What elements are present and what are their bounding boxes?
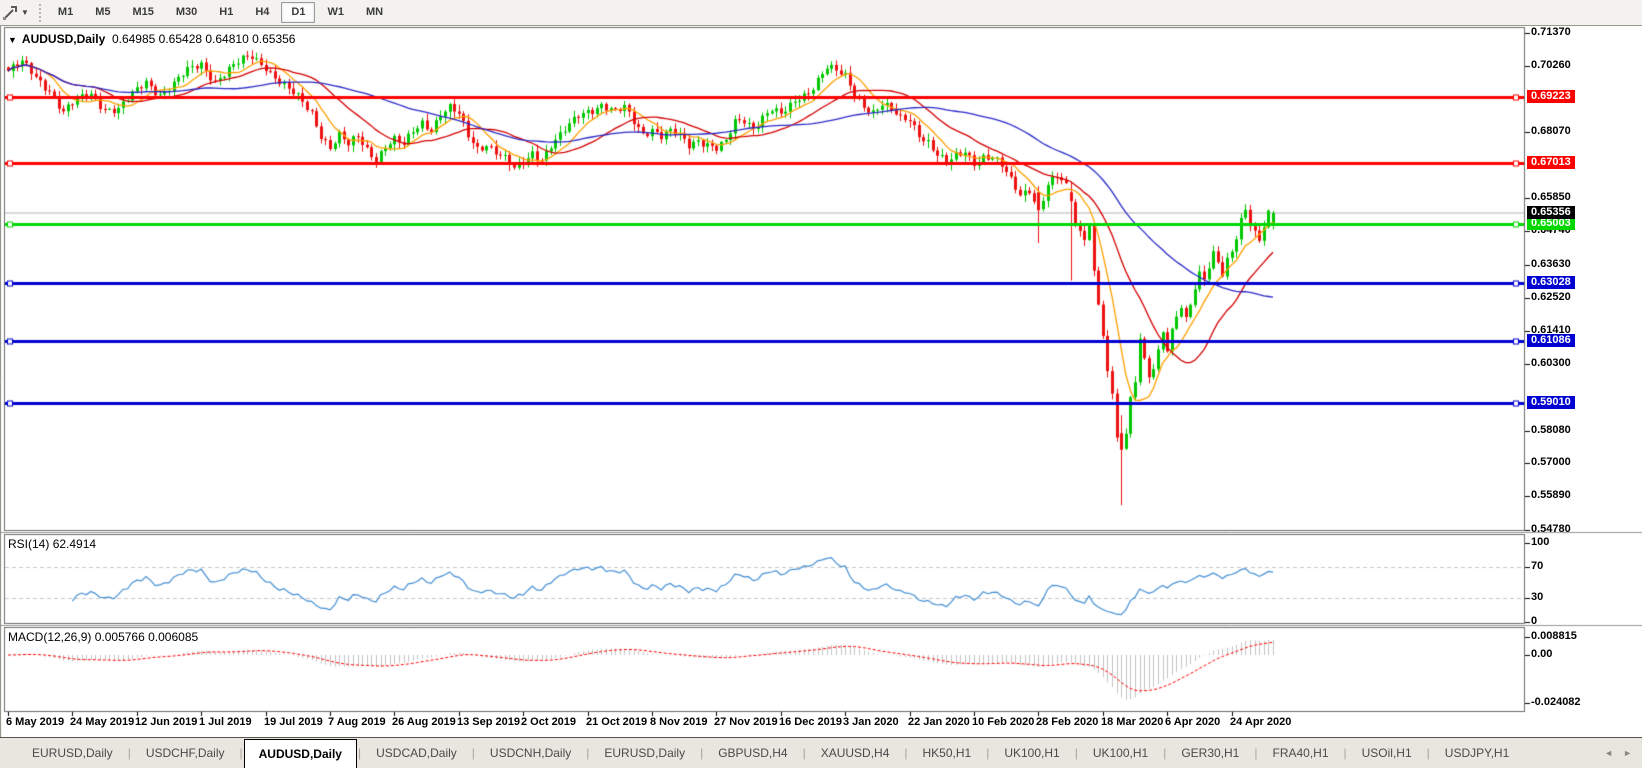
cursor-tool-dropdown-icon[interactable]: ▼ (21, 8, 29, 17)
chart-tab-fra40-h1[interactable]: FRA40,H1 (1272, 746, 1329, 760)
chart-ohlc-label: 0.64985 0.65428 0.64810 0.65356 (111, 32, 296, 46)
rsi-value: 62.4914 (52, 537, 97, 551)
timeframe-toolbar: M1 M5 M15 M30 H1 H4 D1 W1 MN (47, 0, 394, 25)
collapse-chart-icon[interactable]: ▼ (8, 35, 17, 45)
chart-symbol-label: AUDUSD,Daily (21, 32, 106, 46)
tab-separator: | (239, 746, 243, 760)
chart-tab-xauusd-h4[interactable]: XAUUSD,H4 (820, 746, 890, 760)
tab-separator: | (1074, 746, 1078, 760)
tab-separator: | (986, 746, 990, 760)
chart-tab-usoil-h1[interactable]: USOil,H1 (1361, 746, 1412, 760)
chart-tab-ger30-h1[interactable]: GER30,H1 (1181, 746, 1240, 760)
macd-signal-value: 0.006085 (148, 630, 199, 644)
timeframe-button-mn[interactable]: MN (365, 6, 384, 18)
timeframe-button-h4[interactable]: H4 (255, 6, 270, 18)
chart-title: ▼ AUDUSD,Daily 0.64985 0.65428 0.64810 0.… (8, 32, 295, 46)
chart-tab-usdcnh-daily[interactable]: USDCNH,Daily (489, 746, 572, 760)
tab-separator: | (1163, 746, 1167, 760)
tab-separator: | (1426, 746, 1430, 760)
chart-tab-eurusd-daily[interactable]: EURUSD,Daily (32, 746, 113, 760)
tab-scroll-right-icon[interactable]: ► (1623, 748, 1632, 758)
chart-tabs: EURUSD,Daily | USDCHF,Daily | AUDUSD,Daily | U… (0, 738, 1594, 768)
toolbar-grip-handle[interactable] (38, 3, 41, 22)
chart-tab-usdjpy-h1[interactable]: USDJPY,H1 (1444, 746, 1510, 760)
timeframe-button-w1[interactable]: W1 (327, 6, 344, 18)
macd-value: 0.005766 (94, 630, 145, 644)
tab-separator: | (471, 746, 475, 760)
timeframe-button-d1[interactable]: D1 (281, 2, 316, 23)
chart-tab-gbpusd-h4[interactable]: GBPUSD,H4 (718, 746, 788, 760)
tab-scroll-arrows: ◄ ► (1594, 738, 1642, 768)
tab-separator: | (586, 746, 590, 760)
chart-tab-eurusd-daily[interactable]: EURUSD,Daily (604, 746, 686, 760)
tab-separator: | (127, 746, 131, 760)
tab-separator: | (1343, 746, 1347, 760)
chart-tab-usdcad-daily[interactable]: USDCAD,Daily (376, 746, 457, 760)
macd-indicator-label: MACD(12,26,9) 0.005766 0.006085 (8, 630, 199, 644)
timeframe-button-m5[interactable]: M5 (95, 6, 111, 18)
top-toolbar: ▼ M1 M5 M15 M30 H1 H4 D1 W1 MN (0, 0, 1642, 26)
rsi-indicator-label: RSI(14) 62.4914 (8, 537, 97, 551)
price-chart-canvas[interactable] (0, 26, 1642, 737)
chart-tab-usdchf-daily[interactable]: USDCHF,Daily (145, 746, 225, 760)
timeframe-button-m1[interactable]: M1 (57, 6, 74, 18)
chart-tab-hk50-h1[interactable]: HK50,H1 (922, 746, 972, 760)
tab-scroll-left-icon[interactable]: ◄ (1604, 748, 1614, 758)
chart-tab-bar: EURUSD,Daily | USDCHF,Daily | AUDUSD,Daily | U… (0, 737, 1642, 768)
tab-separator: | (700, 746, 704, 760)
tab-separator: | (357, 746, 362, 760)
tab-separator: | (904, 746, 908, 760)
crosshair-cursor-icon[interactable] (2, 5, 18, 21)
chart-tab-uk100-h1[interactable]: UK100,H1 (1092, 746, 1149, 760)
tab-separator: | (802, 746, 806, 760)
chart-window: ▼ AUDUSD,Daily 0.64985 0.65428 0.64810 0.… (0, 26, 1642, 737)
timeframe-button-h1[interactable]: H1 (219, 6, 234, 18)
chart-tab-audusd-daily[interactable]: AUDUSD,Daily (243, 739, 357, 768)
cursor-tool-group: ▼ (0, 0, 33, 25)
timeframe-button-m15[interactable]: M15 (132, 6, 154, 18)
chart-tab-uk100-h1[interactable]: UK100,H1 (1004, 746, 1060, 760)
timeframe-button-m30[interactable]: M30 (175, 6, 198, 18)
tab-separator: | (1254, 746, 1258, 760)
